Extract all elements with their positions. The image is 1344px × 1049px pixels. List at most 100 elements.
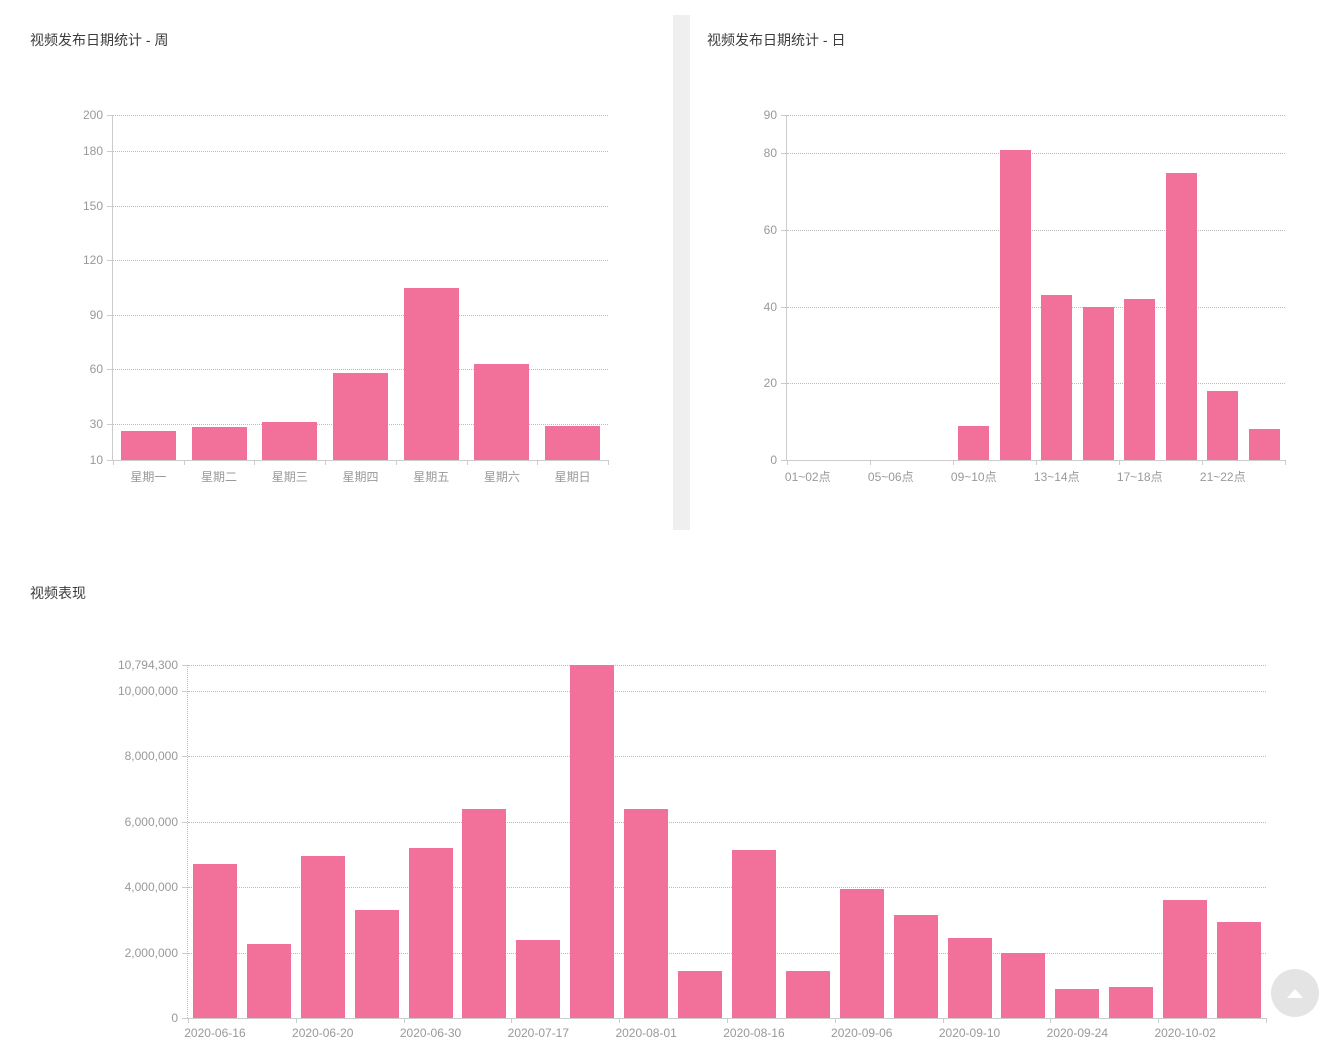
y-tick-label: 8,000,000: [124, 749, 178, 764]
y-axis-tick: [182, 887, 187, 889]
y-axis-tick: [182, 1018, 187, 1019]
y-tick-label: 200: [82, 108, 103, 122]
publish-weekday-bar-6[interactable]: [545, 425, 601, 460]
x-tick-label: 星期日: [554, 470, 591, 484]
publish-hour-bar-7[interactable]: [1082, 306, 1114, 460]
arrow-up-icon: [1287, 988, 1303, 998]
publish-weekday-bar-0[interactable]: [120, 430, 176, 460]
y-tick-label: 30: [89, 416, 103, 431]
video-performance-bar-11[interactable]: [785, 970, 830, 1018]
y-tick-label: 40: [763, 299, 777, 314]
publish-hour-bar-10[interactable]: [1207, 391, 1239, 460]
y-axis-tick: [781, 306, 786, 308]
video-performance-bar-8[interactable]: [624, 808, 669, 1018]
weekday-chart-title: 视频发布日期统计 - 周: [30, 32, 169, 48]
x-tick-label: 17~18点: [1116, 470, 1163, 484]
y-tick-label: 60: [763, 223, 777, 237]
video-performance-bar-6[interactable]: [516, 939, 561, 1018]
video-performance-bar-19[interactable]: [1217, 921, 1262, 1018]
video-performance-bar-4[interactable]: [408, 847, 453, 1018]
publish-weekday-bar-4[interactable]: [403, 287, 459, 460]
publish-hour-bar-8[interactable]: [1124, 299, 1156, 460]
x-axis-tick: [1158, 1018, 1160, 1023]
x-axis-line: [786, 460, 1285, 461]
video-performance-bar-5[interactable]: [462, 808, 507, 1018]
video-performance-bar-9[interactable]: [678, 970, 723, 1018]
performance-chart-plot: 10,794,300 10,000,000 8,000,000 6,000,000 4,…: [118, 658, 1267, 1040]
x-axis-tick: [1119, 460, 1120, 465]
publish-hour-bar-5[interactable]: [999, 149, 1031, 460]
x-axis-tick: [953, 460, 954, 465]
video-performance-bar-14[interactable]: [947, 937, 992, 1018]
x-tick-label: 星期四: [342, 470, 379, 484]
publish-hour-bar-6[interactable]: [1041, 295, 1073, 460]
video-performance-bar-7[interactable]: [570, 665, 615, 1018]
y-axis-tick: [781, 383, 786, 385]
publish-weekday-bar-2[interactable]: [262, 421, 318, 460]
x-axis-tick: [608, 460, 609, 465]
x-axis-tick: [1050, 1018, 1052, 1023]
publish-hour-bar-11[interactable]: [1248, 429, 1280, 460]
x-tick-label: 2020-08-01: [615, 1026, 677, 1040]
x-tick-label: 星期五: [413, 470, 450, 484]
y-axis-tick: [107, 460, 112, 461]
x-axis-tick: [1036, 460, 1037, 465]
video-performance-bar-12[interactable]: [839, 888, 884, 1018]
y-axis-tick: [182, 756, 187, 758]
hour-chart-title: 视频发布日期统计 - 日: [707, 32, 846, 48]
y-axis-tick: [107, 423, 112, 425]
y-tick-label: 60: [89, 362, 103, 377]
video-performance-bar-15[interactable]: [1001, 952, 1046, 1018]
gridline: [188, 952, 1266, 954]
x-tick-label: 2020-10-02: [1154, 1026, 1216, 1040]
gridline: [113, 260, 608, 262]
gridline: [113, 115, 608, 116]
x-axis-tick: [1285, 460, 1286, 465]
video-performance-bar-2[interactable]: [300, 856, 345, 1018]
video-performance-bar-1[interactable]: [246, 944, 291, 1018]
x-axis-line: [187, 1018, 1266, 1019]
x-axis-tick: [183, 460, 185, 465]
video-performance-bar-13[interactable]: [893, 915, 938, 1018]
gridline: [787, 230, 1285, 231]
performance-chart-title: 视频表现: [30, 585, 86, 601]
x-tick-label: 01~02点: [784, 470, 831, 484]
x-axis-tick: [466, 460, 468, 465]
y-tick-label: 2,000,000: [124, 945, 178, 960]
video-performance-bar-10[interactable]: [731, 849, 776, 1018]
y-tick-label: 10: [89, 453, 103, 467]
x-axis-tick: [619, 1018, 621, 1023]
y-tick-label: 90: [763, 108, 777, 122]
x-axis-tick: [1266, 1018, 1267, 1023]
x-axis-tick: [942, 1018, 944, 1023]
x-axis-tick: [727, 1018, 728, 1023]
y-tick-label: 80: [763, 146, 777, 161]
video-performance-bar-18[interactable]: [1163, 900, 1208, 1018]
video-performance-bar-16[interactable]: [1055, 988, 1100, 1018]
video-performance-bar-0[interactable]: [192, 864, 237, 1018]
publish-weekday-bar-1[interactable]: [191, 427, 247, 460]
y-tick-label: 120: [82, 253, 103, 268]
x-axis-tick: [403, 1018, 405, 1023]
publish-weekday-bar-5[interactable]: [474, 363, 530, 460]
publish-hour-bar-4[interactable]: [958, 425, 990, 460]
y-tick-label: 6,000,000: [124, 814, 178, 829]
x-tick-label: 2020-07-17: [507, 1026, 570, 1040]
x-axis-tick: [188, 1018, 189, 1023]
x-tick-label: 2020-09-10: [938, 1026, 1001, 1040]
y-tick-label: 180: [82, 144, 103, 159]
y-tick-label: 0: [171, 1011, 178, 1025]
publish-hour-bar-9[interactable]: [1165, 172, 1197, 460]
x-tick-label: 05~06点: [867, 470, 914, 484]
x-tick-label: 13~14点: [1033, 470, 1080, 484]
back-to-top-button[interactable]: [1271, 969, 1319, 1017]
y-axis-tick: [182, 690, 187, 692]
x-tick-label: 2020-06-16: [184, 1026, 246, 1040]
y-axis-tick: [182, 665, 187, 666]
video-performance-bar-3[interactable]: [354, 910, 399, 1018]
panel-divider: [673, 15, 690, 530]
x-tick-label: 09~10点: [950, 470, 997, 484]
gridline: [188, 690, 1266, 692]
video-performance-bar-17[interactable]: [1109, 986, 1154, 1018]
publish-weekday-bar-3[interactable]: [333, 372, 388, 460]
